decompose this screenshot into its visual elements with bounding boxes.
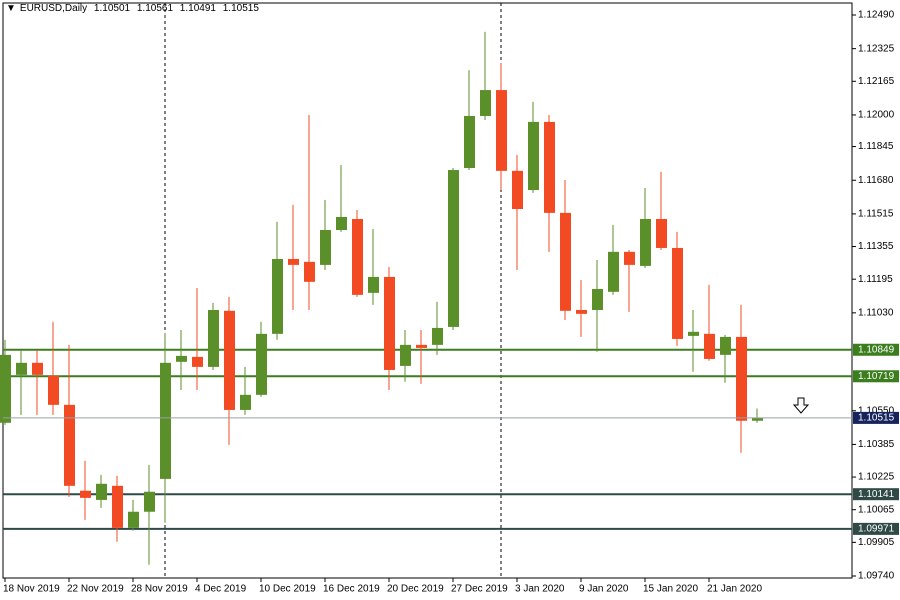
candle-body xyxy=(144,491,155,512)
candle-body xyxy=(288,258,299,265)
candle-body xyxy=(48,375,59,405)
candle-body xyxy=(192,356,203,367)
candle-body xyxy=(736,336,747,421)
candle-body xyxy=(464,115,475,168)
price-box xyxy=(853,411,899,424)
candle-body xyxy=(352,219,363,295)
y-tick-label: 1.11355 xyxy=(858,241,894,252)
candle-body xyxy=(320,230,331,265)
header-open: 1.10501 xyxy=(93,3,131,14)
candle-body xyxy=(544,121,555,213)
candle-body xyxy=(272,258,283,334)
candle-body xyxy=(560,212,571,311)
y-tick-label: 1.11845 xyxy=(858,141,894,152)
candle-body xyxy=(432,327,443,345)
y-tick-label: 1.10385 xyxy=(858,439,895,450)
x-tick-label: 22 Nov 2019 xyxy=(67,584,124,595)
candle-body xyxy=(384,276,395,370)
y-tick-label: 1.12000 xyxy=(858,110,895,121)
y-tick-label: 1.09740 xyxy=(858,571,895,582)
level-box xyxy=(853,370,899,383)
y-tick-label: 1.09905 xyxy=(858,537,895,548)
candle-body xyxy=(576,309,587,314)
x-tick-label: 3 Jan 2020 xyxy=(515,584,565,595)
candle-body xyxy=(608,251,619,292)
x-tick-label: 15 Jan 2020 xyxy=(643,584,698,595)
y-tick-label: 1.11030 xyxy=(858,307,894,318)
x-tick-label: 16 Dec 2019 xyxy=(323,584,380,595)
x-tick-label: 10 Dec 2019 xyxy=(259,584,316,595)
plot-frame xyxy=(2,2,853,579)
y-tick-label: 1.10065 xyxy=(858,504,895,515)
candle-body xyxy=(208,309,219,367)
level-label: 1.10141 xyxy=(858,489,895,500)
candle-body xyxy=(704,333,715,359)
candle-body xyxy=(752,417,763,421)
level-box xyxy=(853,522,899,535)
candle-body xyxy=(256,333,267,395)
x-tick-label: 20 Dec 2019 xyxy=(387,584,444,595)
symbol: EURUSD,Daily xyxy=(19,3,88,14)
header-low: 1.10491 xyxy=(179,3,216,14)
candle-body xyxy=(16,362,27,375)
candle-body xyxy=(624,251,635,265)
x-tick-label: 4 Dec 2019 xyxy=(195,584,247,595)
candle-body xyxy=(0,354,11,423)
candle-body xyxy=(528,121,539,191)
header-close: 1.10515 xyxy=(222,3,259,14)
candle-body xyxy=(640,219,651,266)
candle-body xyxy=(656,219,667,248)
x-tick-label: 28 Nov 2019 xyxy=(131,584,188,595)
candle-body xyxy=(224,310,235,410)
candle-body xyxy=(336,216,347,231)
candle-body xyxy=(304,261,315,282)
candle-body xyxy=(448,170,459,327)
price-label: 1.10515 xyxy=(858,413,895,424)
candle-body xyxy=(112,485,123,528)
level-label: 1.09971 xyxy=(858,524,895,535)
y-tick-label: 1.11680 xyxy=(858,175,894,186)
candle-body xyxy=(64,404,75,486)
candle-body xyxy=(416,344,427,348)
y-tick-label: 1.11195 xyxy=(858,274,893,285)
y-tick-label: 1.10225 xyxy=(858,472,895,483)
header-high: 1.10561 xyxy=(136,3,174,14)
y-tick-label: 1.12165 xyxy=(858,76,895,87)
triangle: ▼ xyxy=(6,3,16,14)
candle-body xyxy=(496,90,507,171)
y-tick-label: 1.10550 xyxy=(858,405,895,416)
candle-body xyxy=(176,355,187,362)
x-tick-label: 27 Dec 2019 xyxy=(451,584,508,595)
candle-body xyxy=(128,511,139,528)
y-tick-label: 1.12325 xyxy=(858,43,895,54)
x-tick-label: 18 Nov 2019 xyxy=(3,584,60,595)
candle-body xyxy=(720,336,731,355)
sell-arrow xyxy=(792,397,810,414)
x-tick-label: 21 Jan 2020 xyxy=(707,584,762,595)
candle-body xyxy=(240,394,251,410)
candle-body xyxy=(96,483,107,500)
x-tick-label: 9 Jan 2020 xyxy=(579,584,629,595)
candle-body xyxy=(480,90,491,116)
candle-body xyxy=(80,490,91,498)
header: ▼ EURUSD,Daily 1.10501 1.10561 1.10491 1.… xyxy=(6,3,263,14)
candle-body xyxy=(368,276,379,293)
candle-body xyxy=(400,344,411,366)
candle-body xyxy=(160,362,171,479)
candle-body xyxy=(592,288,603,310)
y-tick-label: 1.12490 xyxy=(858,10,895,21)
level-label: 1.10849 xyxy=(858,344,895,355)
level-box xyxy=(853,488,899,501)
candle-body xyxy=(688,331,699,336)
candle-body xyxy=(672,247,683,339)
y-tick-label: 1.11515 xyxy=(858,209,894,220)
level-label: 1.10719 xyxy=(858,371,895,382)
level-box xyxy=(853,343,899,356)
candle-body xyxy=(32,362,43,375)
candle-body xyxy=(512,170,523,210)
